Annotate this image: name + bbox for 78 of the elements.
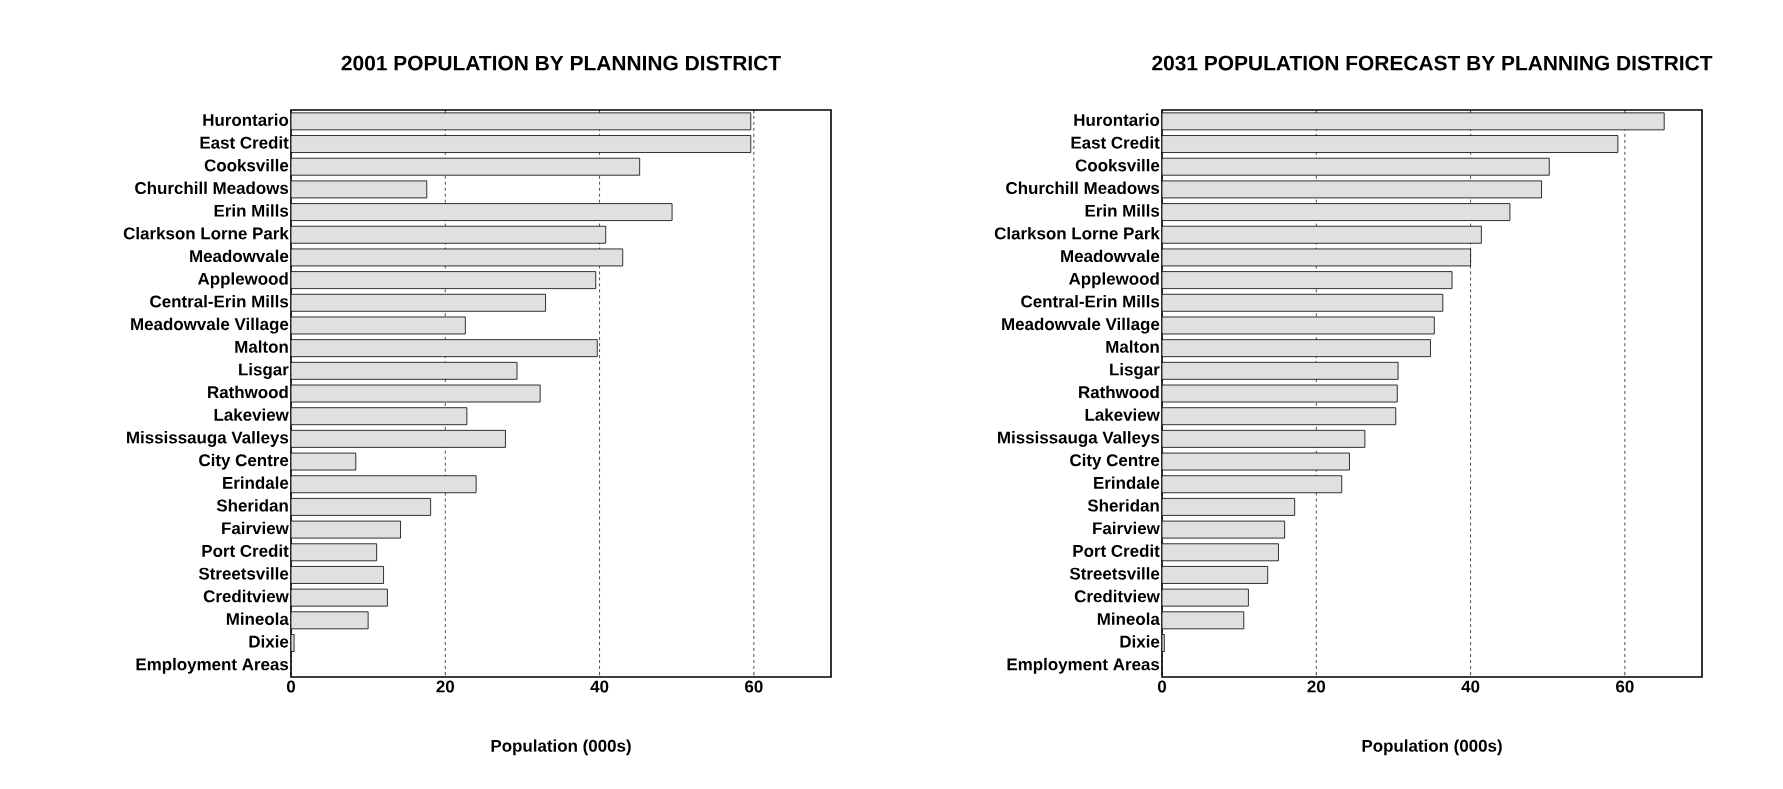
y-tick-label: Rathwood	[1079, 385, 1159, 399]
y-tick-label: Creditview	[203, 589, 289, 603]
y-tick-label: Cooksville	[1075, 158, 1160, 172]
bar	[291, 543, 378, 562]
x-tick-label: 20	[436, 680, 454, 693]
y-tick-label: Central-Erin Mills	[1021, 295, 1160, 308]
y-tick-label: Dixie	[249, 635, 289, 648]
y-tick-label: Mineola	[226, 612, 289, 625]
bar	[291, 407, 468, 426]
y-tick-label: City Centre	[199, 453, 289, 470]
y-tick-label: Streetsville	[1069, 567, 1160, 580]
chart-title: 2001 POPULATION BY PLANNING DISTRICT	[341, 55, 781, 71]
x-tick-label: 40	[590, 680, 609, 693]
bar	[291, 112, 752, 131]
x-axis-title: Population (000s)	[491, 739, 631, 756]
bar	[291, 293, 546, 312]
x-tick-label: 60	[745, 680, 763, 693]
x-tick-label: 40	[1461, 680, 1480, 693]
y-tick-label: Churchill Meadows	[135, 181, 289, 195]
y-tick-label: Malton	[235, 340, 288, 353]
y-tick-label: Lakeview	[214, 408, 289, 421]
y-tick-label: Cooksville	[204, 158, 289, 172]
y-tick-label: Meadowvale Village	[131, 317, 289, 334]
y-tick-label: Churchill Meadows	[1006, 181, 1160, 195]
bar	[291, 203, 673, 221]
y-tick-label: East Credit	[1071, 136, 1160, 149]
y-tick-label: Mississauga Valleys	[998, 431, 1160, 447]
y-tick-label: Sheridan	[1087, 499, 1159, 512]
bar	[291, 135, 752, 153]
y-tick-label: Meadowvale Village	[1002, 317, 1160, 334]
y-tick-label: Erindale	[223, 476, 289, 489]
y-tick-label: Employment Areas	[1007, 657, 1160, 674]
y-tick-label: Streetsville	[198, 567, 289, 580]
y-tick-label: Malton	[1106, 340, 1159, 353]
x-tick-label: 0	[286, 680, 296, 693]
x-tick-label: 0	[1157, 680, 1167, 693]
y-tick-label: Clarkson Lorne Park	[123, 226, 289, 240]
bar	[291, 566, 384, 584]
y-tick-label: City Centre	[1070, 453, 1160, 470]
bar	[291, 611, 369, 630]
bar	[291, 339, 598, 358]
y-tick-label: Port Credit	[202, 544, 289, 557]
bar	[291, 157, 641, 176]
chart-title: 2031 POPULATION FORECAST BY PLANNING DISTRICT	[1152, 55, 1713, 71]
y-tick-label: Applewood	[1068, 272, 1159, 289]
bar	[291, 225, 607, 244]
y-tick-label: Hurontario	[203, 113, 289, 127]
y-tick-label: Lisgar	[239, 363, 289, 379]
y-tick-label: Dixie	[1120, 635, 1160, 648]
y-tick-label: Meadowvale	[190, 249, 289, 263]
bar	[291, 429, 506, 448]
y-tick-label: Port Credit	[1073, 544, 1160, 557]
x-tick-label: 60	[1616, 680, 1634, 693]
y-tick-label: Mississauga Valleys	[127, 431, 289, 447]
y-tick-label: Employment Areas	[136, 657, 289, 674]
y-tick-label: Hurontario	[1074, 113, 1160, 127]
bar	[291, 498, 432, 516]
y-tick-label: Sheridan	[216, 499, 288, 512]
y-tick-label: Erindale	[1094, 476, 1160, 489]
bar	[291, 271, 597, 290]
y-tick-label: Applewood	[197, 272, 288, 289]
y-tick-label: Meadowvale	[1061, 249, 1160, 263]
x-tick-label: 20	[1307, 680, 1326, 693]
bar	[291, 361, 518, 380]
y-tick-label: Erin Mills	[214, 204, 289, 217]
bar	[291, 475, 477, 494]
y-tick-label: Fairview	[222, 521, 289, 535]
y-tick-label: Mineola	[1097, 612, 1160, 625]
y-tick-label: Lisgar	[1110, 363, 1160, 379]
y-tick-label: Central-Erin Mills	[150, 295, 289, 308]
y-tick-label: Rathwood	[208, 385, 288, 399]
y-tick-label: Lakeview	[1085, 408, 1160, 421]
y-tick-label: Erin Mills	[1085, 204, 1160, 217]
x-axis-title: Population (000s)	[1362, 739, 1502, 756]
y-tick-label: East Credit	[200, 136, 289, 149]
y-tick-label: Creditview	[1074, 589, 1160, 603]
y-tick-label: Clarkson Lorne Park	[994, 226, 1160, 240]
y-tick-label: Fairview	[1093, 521, 1160, 535]
